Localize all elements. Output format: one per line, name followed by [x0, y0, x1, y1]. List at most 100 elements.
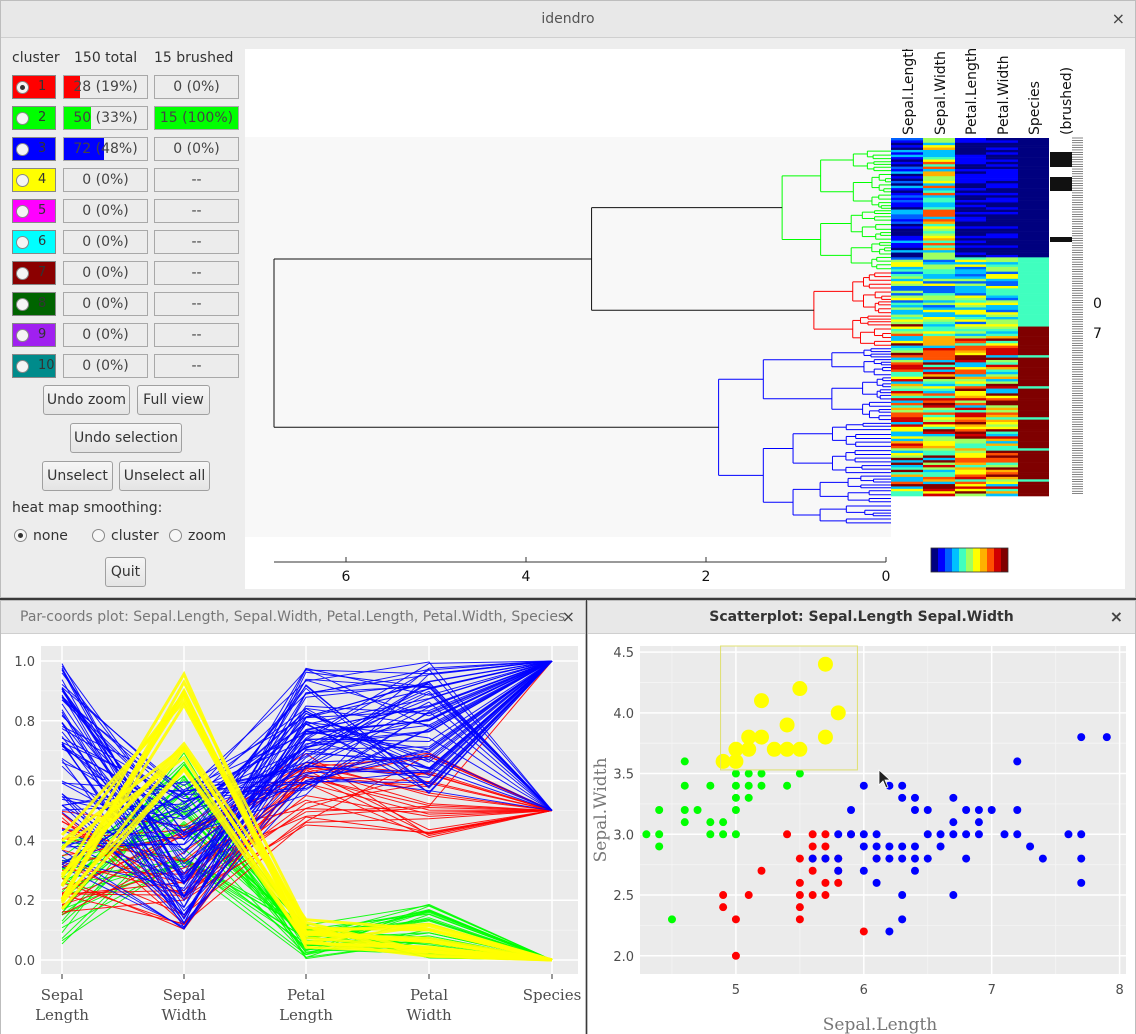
radio-indicator — [169, 529, 182, 542]
scatterplot[interactable]: 4.5 4.0 3.5 3.0 2.5 2.0 5 6 7 8 Sepal.Length Sep… — [588, 634, 1135, 1034]
scatter-point — [974, 818, 983, 827]
scatter-point — [795, 854, 804, 863]
cluster-row: 7 0 (0%) -- — [12, 261, 242, 287]
cluster-row: 3 72 (48%) 0 (0%) — [12, 137, 242, 163]
dendrogram-canvas[interactable]: Sepal.Length Sepal.Width Petal.Length Petal… — [245, 49, 1125, 589]
cluster-radio[interactable] — [16, 143, 29, 156]
dendro-axis-tick: 2 — [702, 569, 711, 585]
cluster-number: 2 — [38, 110, 47, 125]
dendro-axis-tick: 4 — [522, 569, 531, 585]
parcoords-line — [61, 743, 553, 912]
scatter-point — [910, 793, 919, 802]
unselect-button[interactable]: Unselect — [42, 461, 113, 491]
undo-selection-button[interactable]: Undo selection — [70, 423, 182, 453]
cluster-radio[interactable] — [16, 174, 29, 187]
parcoords-plot[interactable]: 1.0 0.8 0.6 0.4 0.2 0.0 Sepal Length Sepal Width… — [1, 634, 585, 1034]
sc-y-tick: 3.5 — [613, 768, 634, 783]
cluster-total-text: 0 (0%) — [82, 358, 129, 374]
scatter-point — [757, 769, 766, 778]
colorbar-swatch — [980, 548, 987, 572]
cluster-color-swatch[interactable]: 8 — [12, 292, 56, 316]
cluster-total-cell: 0 (0%) — [63, 230, 148, 254]
scatter-point — [792, 681, 808, 697]
scatter-point — [962, 806, 971, 814]
scatter-point — [817, 729, 833, 745]
cluster-radio[interactable] — [16, 360, 29, 373]
window-title: Par-coords plot: Sepal.Length, Sepal.Wid… — [20, 609, 566, 625]
scatter-point — [741, 729, 757, 745]
window-title: idendro — [541, 11, 595, 27]
smoothing-cluster-radio[interactable]: cluster — [92, 528, 159, 544]
cluster-total-cell: 0 (0%) — [63, 323, 148, 347]
cluster-color-swatch[interactable]: 1 — [12, 75, 56, 99]
radio-indicator — [14, 529, 27, 542]
cluster-color-swatch[interactable]: 10 — [12, 354, 56, 378]
cluster-color-swatch[interactable]: 2 — [12, 106, 56, 130]
scatter-point — [821, 878, 830, 887]
cluster-brushed-text: 15 (100%) — [159, 110, 234, 126]
scatter-point — [821, 854, 830, 863]
scatter-point — [757, 866, 766, 875]
cluster-color-swatch[interactable]: 9 — [12, 323, 56, 347]
cluster-color-swatch[interactable]: 4 — [12, 168, 56, 192]
colorbar-swatch — [959, 548, 966, 572]
scatter-point — [754, 729, 769, 745]
pc-axis-label: Sepal — [163, 986, 206, 1004]
cluster-radio[interactable] — [16, 298, 29, 311]
cluster-color-swatch[interactable]: 6 — [12, 230, 56, 254]
cluster-row: 1 28 (19%) 0 (0%) — [12, 75, 242, 101]
radio-label: none — [33, 528, 68, 544]
sc-x-tick: 8 — [1115, 983, 1123, 998]
scatter-point — [1077, 830, 1086, 839]
scatter-point — [719, 903, 728, 912]
scatter-point — [808, 866, 817, 875]
sc-y-tick: 3.0 — [613, 828, 634, 843]
pc-axis-label: Petal — [410, 986, 448, 1004]
close-icon[interactable]: × — [1109, 607, 1123, 626]
parcoords-line — [61, 660, 553, 924]
scatter-point — [642, 830, 651, 839]
x-axis-label: Sepal.Length — [823, 1015, 938, 1034]
scatter-point — [731, 915, 740, 924]
sc-y-tick: 4.5 — [613, 646, 634, 661]
scatter-point — [754, 693, 769, 709]
brush-rectangle[interactable] — [720, 645, 858, 771]
colorbar-swatch — [973, 548, 980, 572]
scatter-point — [655, 830, 664, 839]
cluster-radio[interactable] — [16, 267, 29, 280]
cluster-total-text: 72 (48%) — [73, 141, 138, 157]
cluster-row: 6 0 (0%) -- — [12, 230, 242, 256]
parcoords-line — [61, 775, 553, 851]
quit-button[interactable]: Quit — [105, 557, 146, 587]
cluster-radio[interactable] — [16, 205, 29, 218]
smoothing-none-radio[interactable]: none — [14, 528, 68, 544]
smoothing-zoom-radio[interactable]: zoom — [169, 528, 226, 544]
total-fill-bar — [64, 76, 80, 98]
cluster-brushed-text: 0 (0%) — [173, 141, 220, 157]
cluster-total-text: 0 (0%) — [82, 265, 129, 281]
scatter-point — [715, 753, 731, 769]
cluster-radio[interactable] — [16, 81, 29, 94]
unselect-all-button[interactable]: Unselect all — [119, 461, 210, 491]
cluster-color-swatch[interactable]: 5 — [12, 199, 56, 223]
scatter-point — [859, 830, 868, 839]
cluster-radio[interactable] — [16, 112, 29, 125]
cluster-color-swatch[interactable]: 3 — [12, 137, 56, 161]
close-icon[interactable]: × — [561, 607, 575, 626]
brushed-fill-bar — [155, 107, 238, 129]
undo-zoom-button[interactable]: Undo zoom — [43, 385, 130, 415]
cluster-color-swatch[interactable]: 7 — [12, 261, 56, 285]
close-icon[interactable]: × — [1111, 9, 1125, 28]
cluster-brushed-text: -- — [191, 358, 202, 374]
scatter-point — [1000, 830, 1009, 839]
scatter-point — [821, 891, 830, 900]
full-view-button[interactable]: Full view — [137, 385, 210, 415]
scatter-point — [706, 818, 715, 827]
parcoords-line — [61, 660, 553, 899]
cluster-radio[interactable] — [16, 236, 29, 249]
parcoords-line — [61, 782, 553, 894]
cluster-total-text: 50 (33%) — [73, 110, 138, 126]
cluster-radio[interactable] — [16, 329, 29, 342]
cluster-brushed-cell: -- — [154, 323, 239, 347]
cluster-brushed-cell: -- — [154, 354, 239, 378]
